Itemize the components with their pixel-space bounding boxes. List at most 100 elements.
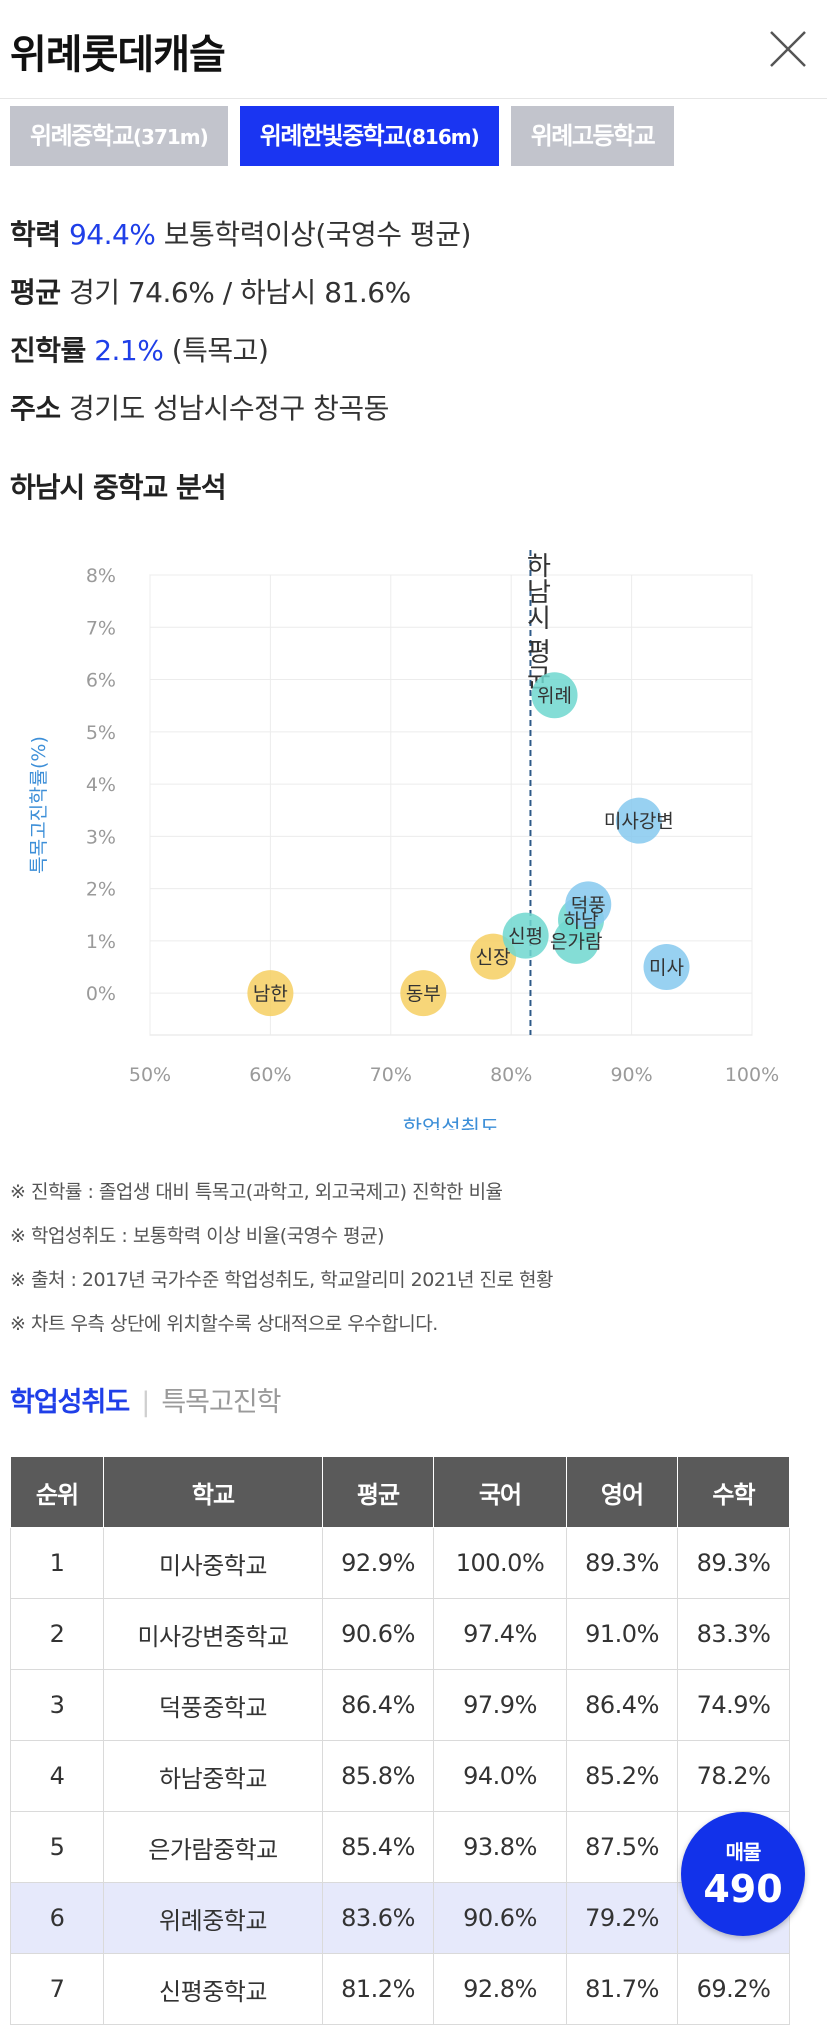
x-axis-title: 학업성취도 [403, 1116, 500, 1130]
data-point [615, 797, 662, 844]
academic-suffix: 보통학력이상(국영수 평균) [163, 218, 472, 251]
advance-label: 진학률 [10, 334, 86, 367]
data-point [502, 912, 549, 959]
cell-english: 91.0% [566, 1598, 678, 1670]
cell-english: 87.5% [566, 1811, 678, 1883]
advance-value: 2.1% [94, 334, 164, 367]
y-tick-label: 7% [86, 617, 116, 639]
y-tick-label: 1% [86, 931, 116, 953]
data-point [643, 944, 690, 991]
y-tick-label: 3% [86, 826, 116, 848]
address-value: 경기도 성남시수정구 창곡동 [68, 392, 389, 425]
table-row: 7 신평중학교 81.2% 92.8% 81.7% 69.2% [10, 1953, 790, 2025]
cell-korean: 92.8% [433, 1953, 567, 2025]
cell-korean: 93.8% [433, 1811, 567, 1883]
cell-math: 74.9% [677, 1669, 790, 1741]
x-tick-label: 70% [370, 1064, 412, 1086]
tab-achievement[interactable]: 학업성취도 [10, 1387, 130, 1418]
cell-average: 86.4% [322, 1669, 434, 1741]
school-info: 학력 94.4% 보통학력이상(국영수 평균) 평균 경기 74.6% / 하남… [10, 206, 471, 438]
data-point [470, 933, 517, 980]
tab-school-name: 위례중학교 [30, 122, 134, 150]
listings-count: 490 [703, 1867, 783, 1911]
data-point [400, 970, 447, 1017]
header-english: 영어 [566, 1456, 678, 1528]
academic-row: 학력 94.4% 보통학력이상(국영수 평균) [10, 206, 471, 264]
ranking-tabs: 학업성취도 | 특목고진학 [10, 1380, 282, 1419]
cell-school: 은가람중학교 [103, 1811, 323, 1883]
cell-english: 86.4% [566, 1669, 678, 1741]
note-item: ※ 진학률 : 졸업생 대비 특목고(과학고, 외고국제고) 진학한 비율 [10, 1181, 503, 1203]
y-tick-label: 6% [86, 670, 116, 692]
data-point-label: 남한 [253, 983, 288, 1005]
cell-school: 하남중학교 [103, 1740, 323, 1812]
tab-school-name: 위례고등학교 [530, 122, 656, 150]
tab-school-distance: (816m) [403, 125, 480, 149]
x-tick-label: 80% [490, 1064, 532, 1086]
cell-rank: 2 [10, 1598, 104, 1670]
average-label: 평균 [10, 276, 61, 309]
cell-average: 90.6% [322, 1598, 434, 1670]
table-row: 2 미사강변중학교 90.6% 97.4% 91.0% 83.3% [10, 1598, 790, 1670]
cell-rank: 6 [10, 1882, 104, 1954]
ranking-table: 순위 학교 평균 국어 영어 수학 1 미사중학교 92.9% 100.0% 89.3%… [10, 1456, 790, 2025]
cell-school: 미사중학교 [103, 1527, 323, 1599]
divider: | [141, 1387, 150, 1418]
cell-school: 덕풍중학교 [103, 1669, 323, 1741]
cell-math: 83.3% [677, 1598, 790, 1670]
y-tick-label: 0% [86, 983, 116, 1005]
average-row: 평균 경기 74.6% / 하남시 81.6% [10, 264, 471, 322]
x-tick-label: 60% [249, 1064, 291, 1086]
tab-school-2[interactable]: 위례한빛중학교(816m) [239, 106, 499, 166]
data-point [247, 970, 294, 1017]
data-point-label: 미사 [649, 957, 684, 979]
data-point [531, 672, 578, 719]
note-item: ※ 출처 : 2017년 국가수준 학업성취도, 학교알리미 2021년 진로 … [10, 1269, 554, 1291]
tab-school-3[interactable]: 위례고등학교 [510, 106, 675, 166]
cell-rank: 7 [10, 1953, 104, 2025]
header-school: 학교 [103, 1456, 323, 1528]
cell-korean: 97.4% [433, 1598, 567, 1670]
table-row: 4 하남중학교 85.8% 94.0% 85.2% 78.2% [10, 1740, 790, 1812]
section-title: 하남시 중학교 분석 [10, 471, 227, 504]
cell-rank: 1 [10, 1527, 104, 1599]
scatter-chart: 0% 1% 2% 3% 4% 5% 6% 7% 8% 50% 60% 70% 80% 90% 100% 하남시… [28, 550, 779, 1130]
x-tick-label: 50% [129, 1064, 171, 1086]
y-axis-title: 특목고진학률(%) [28, 736, 50, 874]
cell-rank: 4 [10, 1740, 104, 1812]
academic-label: 학력 [10, 218, 61, 251]
header-korean: 국어 [433, 1456, 567, 1528]
header-rank: 순위 [10, 1456, 104, 1528]
average-value: 경기 74.6% / 하남시 81.6% [68, 276, 411, 309]
x-tick-label: 90% [610, 1064, 652, 1086]
cell-rank: 5 [10, 1811, 104, 1883]
cell-average: 83.6% [322, 1882, 434, 1954]
notes: ※ 진학률 : 졸업생 대비 특목고(과학고, 외고국제고) 진학한 비율 ※ … [10, 1170, 554, 1346]
cell-math: 69.2% [677, 1953, 790, 2025]
tab-school-1[interactable]: 위례중학교(371m) [10, 106, 228, 166]
note-item: ※ 차트 우측 상단에 위치할수록 상대적으로 우수합니다. [10, 1313, 438, 1335]
data-point-label: 은가람 [550, 931, 602, 953]
cell-rank: 3 [10, 1669, 104, 1741]
data-point-label: 하남 [564, 910, 599, 932]
tab-school-distance: (371m) [132, 125, 209, 149]
cell-english: 85.2% [566, 1740, 678, 1812]
cell-english: 81.7% [566, 1953, 678, 2025]
cell-english: 79.2% [566, 1882, 678, 1954]
academic-value: 94.4% [68, 218, 156, 251]
advance-row: 진학률 2.1% (특목고) [10, 322, 471, 380]
cell-english: 89.3% [566, 1527, 678, 1599]
school-tabs: 위례중학교(371m) 위례한빛중학교(816m) 위례고등학교 [10, 106, 827, 166]
cell-korean: 90.6% [433, 1882, 567, 1954]
close-icon[interactable] [765, 26, 811, 72]
tab-special-school[interactable]: 특목고진학 [161, 1387, 281, 1418]
header-bar: 위례롯데캐슬 [0, 0, 827, 99]
listings-button[interactable]: 매물 490 [681, 1812, 805, 1936]
advance-suffix: (특목고) [171, 334, 269, 367]
x-tick-label: 100% [725, 1064, 779, 1086]
table-header-row: 순위 학교 평균 국어 영어 수학 [10, 1456, 790, 1528]
header-math: 수학 [677, 1456, 790, 1528]
cell-school: 미사강변중학교 [103, 1598, 323, 1670]
cell-korean: 97.9% [433, 1669, 567, 1741]
